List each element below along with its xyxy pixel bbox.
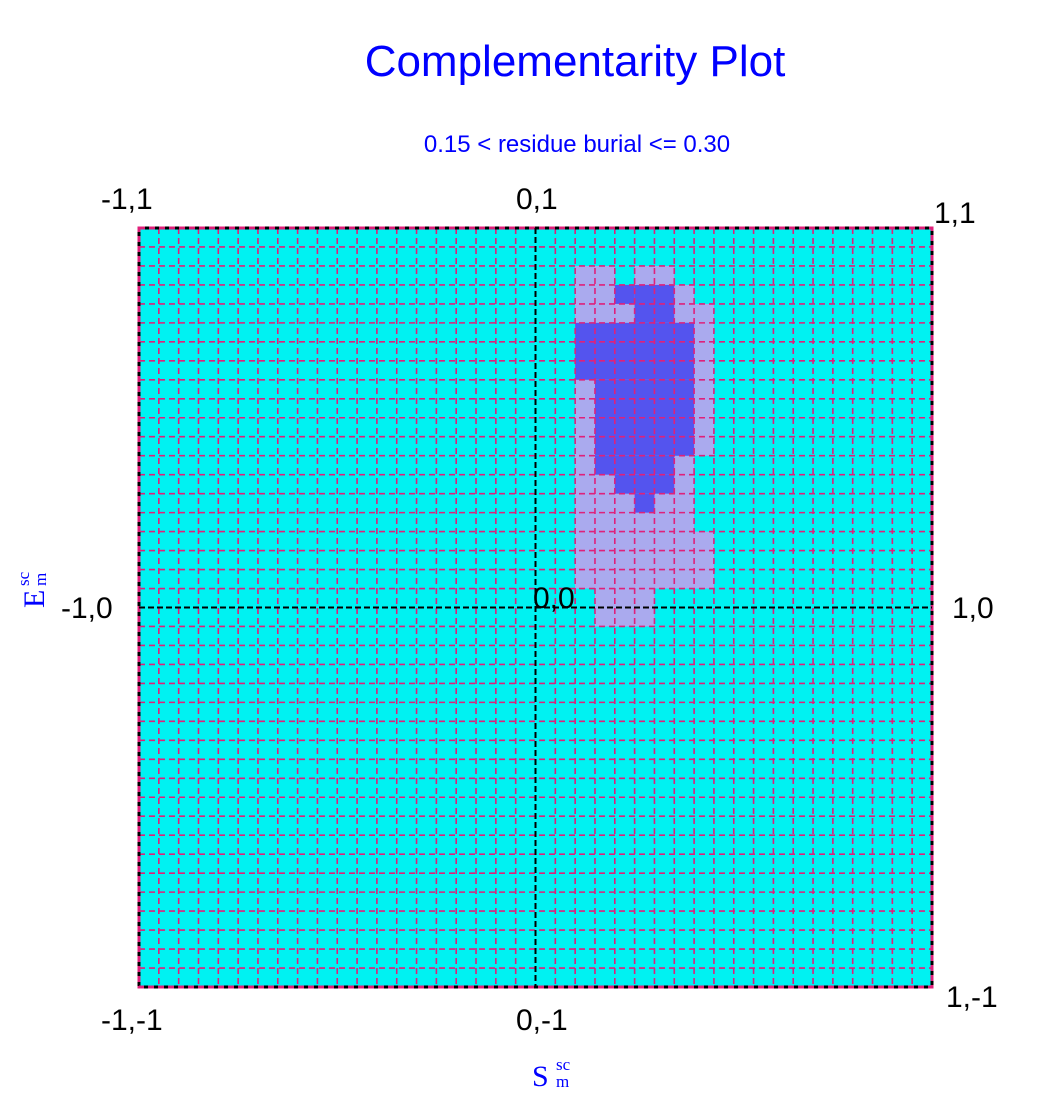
svg-text:sc: sc (14, 571, 33, 586)
density-region-level2 (634, 493, 655, 513)
corner-label-bottom-right: 1,-1 (946, 981, 998, 1014)
y-axis-label: E sc m (14, 571, 51, 608)
chart-title: Complementarity Plot (365, 37, 786, 86)
density-region-level1 (694, 360, 714, 456)
density-region-level2 (614, 284, 635, 304)
corner-label-bottom-left: -1,-1 (101, 1004, 163, 1037)
corner-label-mid-right: 1,0 (952, 592, 994, 625)
corner-label-center: 0,0 (533, 582, 575, 615)
density-region-level1 (654, 531, 714, 589)
corner-label-top-left: -1,1 (101, 183, 153, 216)
density-region-level1 (575, 265, 615, 285)
plot-area (137, 226, 934, 989)
corner-label-bottom-center: 0,-1 (516, 1004, 568, 1037)
corner-label-top-right: 1,1 (934, 197, 976, 230)
svg-text:S: S (532, 1060, 549, 1093)
corner-label-mid-left: -1,0 (61, 592, 113, 625)
svg-text:m: m (556, 1072, 569, 1091)
chart-subtitle: 0.15 < residue burial <= 0.30 (424, 131, 730, 158)
svg-text:sc: sc (556, 1055, 571, 1074)
x-axis-label: S sc m (532, 1055, 571, 1093)
corner-label-top-center: 0,1 (516, 183, 558, 216)
svg-text:E: E (18, 590, 51, 608)
svg-text:m: m (31, 573, 50, 586)
density-region-level2 (614, 474, 675, 494)
